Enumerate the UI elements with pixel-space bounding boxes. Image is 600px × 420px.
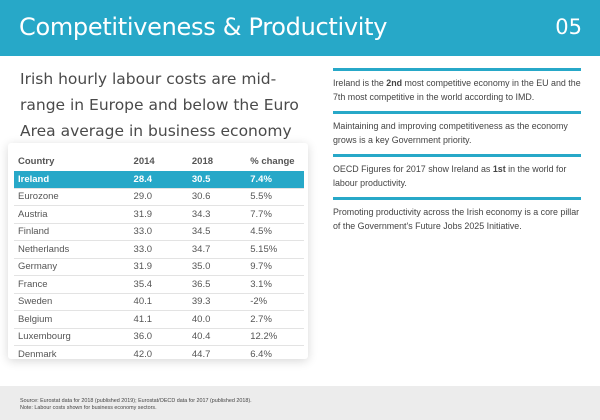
column-header: % change: [250, 156, 295, 167]
table-cell: Ireland: [14, 171, 130, 188]
header-banner: Competitiveness & Productivity 05: [0, 0, 600, 56]
table-cell: 31.9: [129, 205, 188, 223]
table-cell: 9.7%: [246, 257, 304, 276]
table-cell: 34.3: [187, 205, 247, 223]
table-cell: -2%: [246, 292, 304, 311]
table-row: France 35.4 36.5 3.1%: [14, 275, 304, 293]
table-cell: 7.4%: [246, 171, 304, 188]
labour-cost-table-card: Country 2014 2018 % change Ireland 28.4 30…: [8, 143, 308, 363]
table-cell: Denmark: [14, 345, 130, 363]
table-cell: 29.0: [129, 187, 188, 206]
footer-source: Source: Eurostat data for 2018 (publishe…: [20, 398, 252, 404]
table-cell: Finland: [14, 222, 130, 241]
table-cell: 40.4: [187, 327, 247, 346]
table-row: Sweden 40.1 39.3 -2%: [14, 292, 304, 311]
key-point: Maintaining and improving competitivenes…: [333, 111, 581, 147]
table-cell: 36.0: [129, 327, 188, 346]
table-cell: 41.1: [129, 310, 188, 328]
table-cell: 33.0: [129, 240, 188, 258]
table-cell: 35.4: [129, 275, 188, 293]
table-cell: Sweden: [14, 292, 130, 311]
table-cell: 42.0: [129, 345, 188, 363]
table-cell: 31.9: [129, 257, 188, 276]
key-point: Promoting productivity across the Irish …: [333, 197, 581, 233]
table-cell: 30.6: [187, 187, 247, 206]
table-cell: Luxembourg: [14, 327, 130, 346]
table-cell: 40.0: [187, 310, 247, 328]
table-cell: 44.7: [187, 345, 247, 363]
table-cell: 34.5: [187, 222, 247, 241]
table-cell: 5.15%: [246, 240, 304, 258]
column-header: Country: [18, 156, 55, 167]
table-cell: 39.3: [187, 292, 247, 311]
labour-cost-table: Country 2014 2018 % change Ireland 28.4 30…: [14, 155, 304, 363]
table-cell: 6.4%: [246, 345, 304, 363]
footer-bar: [0, 386, 600, 420]
table-cell: 12.2%: [246, 327, 304, 346]
key-point: OECD Figures for 2017 show Ireland as 1s…: [333, 154, 581, 190]
table-cell: 35.0: [187, 257, 247, 276]
table-cell: Eurozone: [14, 187, 130, 206]
table-row: Denmark 42.0 44.7 6.4%: [14, 345, 304, 363]
table-cell: 34.7: [187, 240, 247, 258]
table-cell: 3.1%: [246, 275, 304, 293]
footer-note: Note: Labour costs shown for business ec…: [20, 405, 157, 411]
table-cell: Austria: [14, 205, 130, 223]
key-point: Ireland is the 2nd most competitive econ…: [333, 68, 581, 104]
table-cell: 7.7%: [246, 205, 304, 223]
table-cell: 36.5: [187, 275, 247, 293]
table-cell: 4.5%: [246, 222, 304, 241]
table-cell: Germany: [14, 257, 130, 276]
table-row: Eurozone 29.0 30.6 5.5%: [14, 187, 304, 206]
table-row: Finland 33.0 34.5 4.5%: [14, 222, 304, 241]
page-title: Competitiveness & Productivity: [19, 13, 388, 41]
table-cell: 33.0: [129, 222, 188, 241]
table-cell: 2.7%: [246, 310, 304, 328]
table-header-row: Country 2014 2018 % change: [14, 155, 304, 171]
table-row: Austria 31.9 34.3 7.7%: [14, 205, 304, 223]
table-cell: France: [14, 275, 130, 293]
table-row: Belgium 41.1 40.0 2.7%: [14, 310, 304, 328]
column-header: 2014: [133, 156, 155, 167]
table-row: Netherlands 33.0 34.7 5.15%: [14, 240, 304, 258]
table-row: Germany 31.9 35.0 9.7%: [14, 257, 304, 276]
table-cell: 28.4: [129, 171, 188, 188]
page-number: 05: [555, 15, 582, 39]
table-cell: 30.5: [187, 171, 247, 188]
table-cell: Netherlands: [14, 240, 130, 258]
table-row-highlighted: Ireland 28.4 30.5 7.4%: [14, 171, 304, 188]
table-cell: Belgium: [14, 310, 130, 328]
column-header: 2018: [191, 156, 214, 167]
table-cell: 5.5%: [246, 187, 304, 206]
table-row: Luxembourg 36.0 40.4 12.2%: [14, 327, 304, 346]
table-cell: 40.1: [129, 292, 188, 311]
